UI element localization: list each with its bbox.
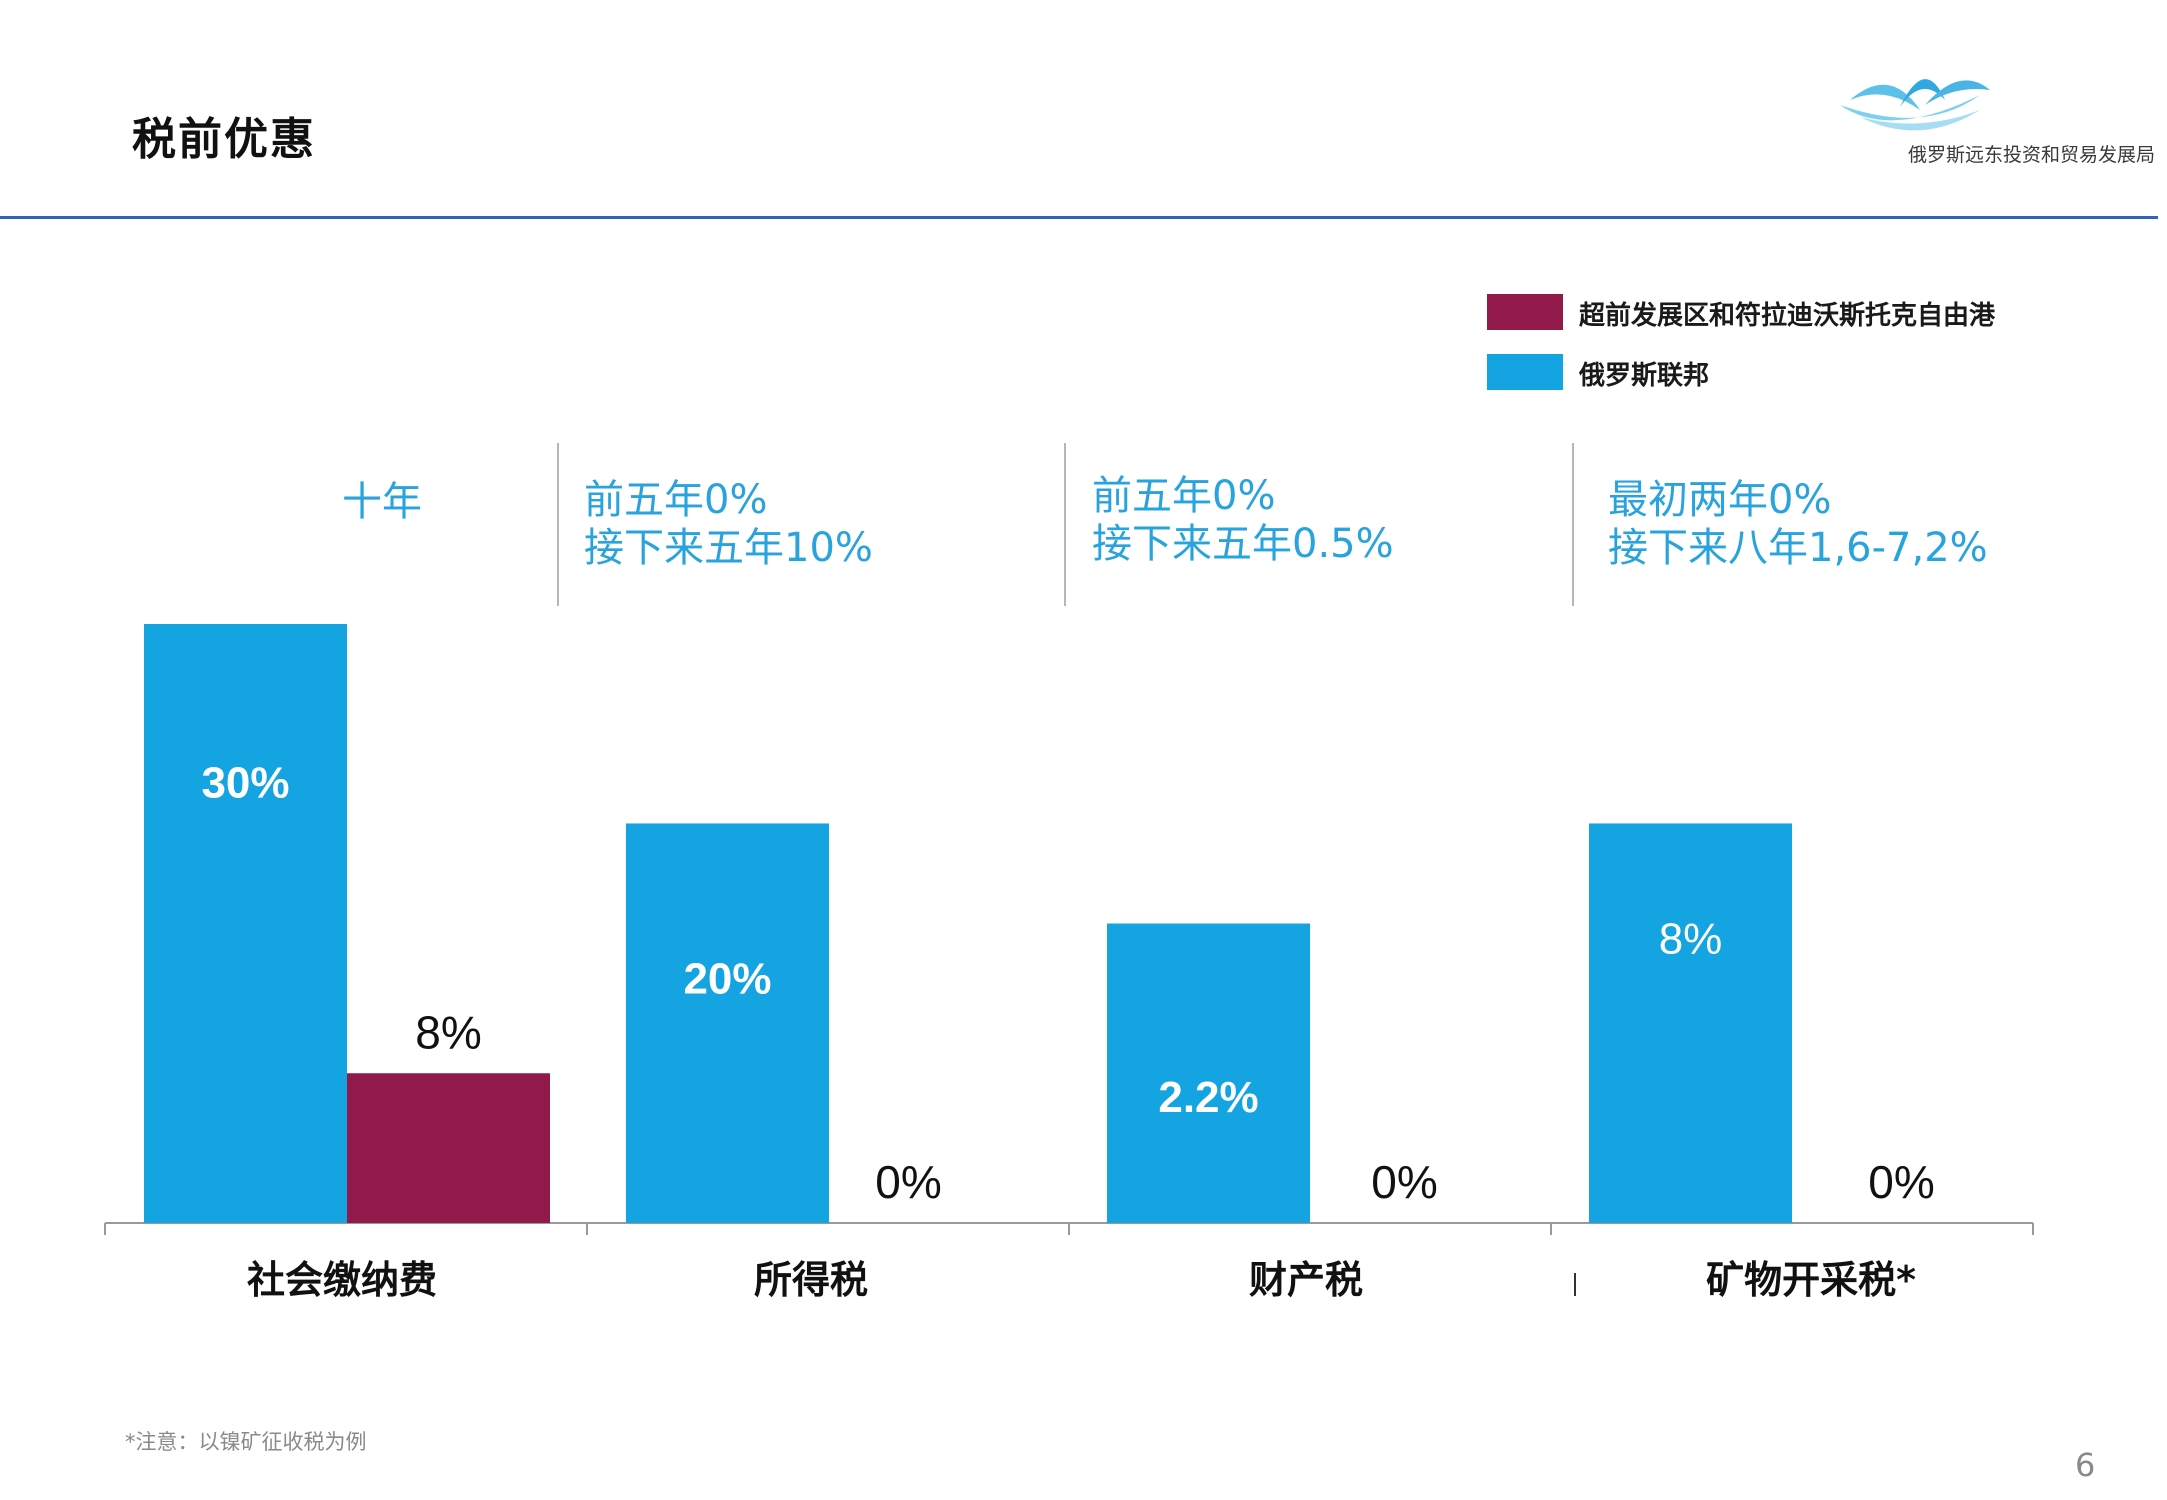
note-line: 前五年0% — [1092, 473, 1276, 519]
legend-swatch-russia — [1487, 354, 1563, 390]
page-number: 6 — [2075, 1446, 2096, 1484]
legend-swatch-zone — [1487, 294, 1563, 330]
legend-label-russia: 俄罗斯联邦 — [1579, 361, 1710, 391]
organization-name: 俄罗斯远东投资和贸易发展局 — [1907, 144, 2155, 166]
note-line: 最初两年0% — [1608, 477, 1832, 523]
bar-label-zone: 8% — [415, 1006, 481, 1058]
bar-russia — [626, 823, 829, 1223]
x-tick-label: 社会缴纳费 — [247, 1258, 437, 1302]
page-title: 税前优惠 — [132, 114, 316, 165]
bar-label-russia: 2.2% — [1158, 1073, 1258, 1122]
bar-label-russia: 30% — [201, 759, 289, 808]
legend-label-zone: 超前发展区和符拉迪沃斯托克自由港 — [1579, 301, 1996, 331]
note-line: 前五年0% — [584, 477, 768, 523]
note-mineral-tax: 最初两年0% 接下来八年1,6-7,2% — [1608, 476, 1988, 572]
note-line: 接下来五年0.5% — [1092, 521, 1394, 567]
note-line: 接下来五年10% — [584, 525, 873, 571]
lotus-logo-icon — [1840, 79, 1990, 131]
note-line: 接下来八年1,6-7,2% — [1608, 525, 1988, 571]
x-tick-label: 所得税 — [754, 1258, 868, 1302]
header-divider — [0, 216, 2158, 219]
x-tick-label: 财产税 — [1249, 1258, 1363, 1302]
note-social-contributions: 十年 — [342, 478, 422, 526]
note-income-tax: 前五年0% 接下来五年10% — [584, 476, 873, 572]
note-divider — [557, 443, 559, 606]
bar-russia — [1589, 823, 1792, 1223]
footnote: *注意：以镍矿征收税为例 — [125, 1430, 367, 1454]
bar-label-zone: 0% — [1868, 1156, 1934, 1208]
bar-russia — [144, 624, 347, 1223]
note-property-tax: 前五年0% 接下来五年0.5% — [1092, 472, 1394, 568]
bar-label-russia: 8% — [1659, 914, 1723, 963]
note-line: 十年 — [342, 479, 422, 525]
bar-russia — [1107, 923, 1310, 1223]
x-tick-label: 矿物开采税* — [1706, 1258, 1916, 1302]
bar-label-zone: 0% — [875, 1156, 941, 1208]
bar-label-zone: 0% — [1371, 1156, 1437, 1208]
note-divider — [1064, 443, 1066, 606]
note-divider — [1572, 443, 1574, 606]
bar-zone — [347, 1073, 550, 1223]
bar-label-russia: 20% — [683, 954, 771, 1003]
